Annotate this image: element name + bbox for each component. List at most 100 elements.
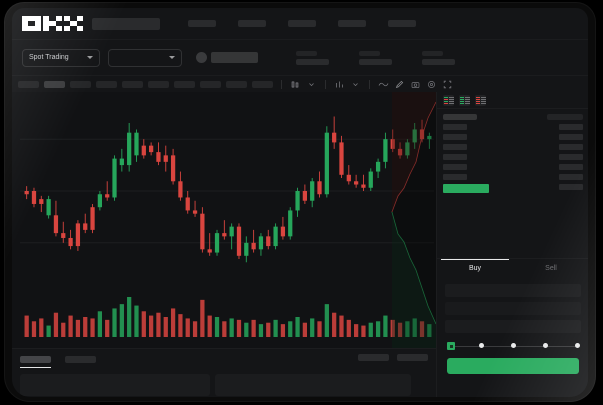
timeframe-button[interactable]: [174, 80, 195, 88]
orderbook-price: [443, 134, 467, 140]
mark-price-badge: [443, 184, 489, 193]
stat-last-price: [296, 50, 329, 65]
orderbook-size: [559, 154, 583, 160]
orderbook-mode-both-icon[interactable]: [443, 94, 454, 106]
nav-item-5[interactable]: [388, 20, 416, 27]
orderbook-size: [559, 174, 583, 180]
orderbook-header: [437, 92, 588, 109]
slider-stop-50[interactable]: [511, 343, 516, 348]
bottom-panel-right[interactable]: [215, 374, 411, 396]
global-search-input[interactable]: [92, 17, 160, 30]
slider-stop-75[interactable]: [543, 343, 548, 348]
orderbook-and-order-form: Buy Sell: [436, 92, 588, 397]
slider-stop-100[interactable]: [575, 343, 580, 348]
active-side-underline: [441, 259, 509, 260]
orderbook-col-amount: [547, 114, 583, 120]
nav-items: [188, 20, 416, 27]
nav-item-3[interactable]: [288, 20, 316, 27]
toolbar-divider: [369, 79, 370, 89]
orderbook-mode-bids-icon[interactable]: [459, 94, 470, 106]
orderbook-row[interactable]: [443, 154, 583, 160]
timeframe-button[interactable]: [96, 80, 117, 88]
orderbook-mark-price-row[interactable]: [443, 184, 583, 193]
timeframe-button[interactable]: [148, 80, 169, 88]
indicators-chevron-down-icon[interactable]: [350, 79, 361, 90]
orderbook-body[interactable]: [437, 109, 588, 254]
stat-label: [422, 50, 443, 56]
orderbook-size: [559, 124, 583, 130]
nav-item-4[interactable]: [338, 20, 366, 27]
tab-order-history[interactable]: [65, 356, 96, 363]
trading-mode-label: Spot Trading: [29, 54, 69, 61]
top-navigation-bar: [12, 8, 588, 39]
browser-screen: Spot Trading: [12, 8, 588, 397]
stat-label: [359, 50, 380, 56]
orderbook-col-price: [443, 114, 477, 120]
price-chart-panel[interactable]: [12, 92, 436, 348]
orderbook-row[interactable]: [443, 144, 583, 150]
stat-value: [359, 58, 392, 65]
snapshot-camera-icon[interactable]: [410, 79, 421, 90]
indicators-icon[interactable]: [334, 79, 345, 90]
candle-type-chevron-down-icon[interactable]: [306, 79, 317, 90]
orderbook-price: [443, 154, 467, 160]
timeframe-button[interactable]: [226, 80, 247, 88]
orderbook-price: [443, 174, 467, 180]
toolbar-divider: [325, 79, 326, 89]
orderbook-row[interactable]: [443, 124, 583, 130]
orderbook-row[interactable]: [443, 134, 583, 140]
compare-wave-icon[interactable]: [378, 79, 389, 90]
drawing-pencil-icon[interactable]: [394, 79, 405, 90]
orderbook-size: [559, 134, 583, 140]
active-tab-underline: [20, 367, 51, 368]
bottom-action-2[interactable]: [397, 354, 428, 361]
orderbook-size: [559, 184, 583, 190]
market-sub-header: Spot Trading: [12, 39, 588, 75]
timeframe-button[interactable]: [252, 80, 273, 88]
orderbook-row[interactable]: [443, 164, 583, 170]
timeframe-button[interactable]: [122, 80, 143, 88]
nav-item-1[interactable]: [188, 20, 216, 27]
orders-tab-row: [12, 349, 436, 368]
bottom-panel-left[interactable]: [20, 374, 210, 396]
order-amount-slider[interactable]: [447, 342, 580, 351]
order-form: [437, 278, 588, 374]
order-price-input[interactable]: [445, 284, 581, 297]
toolbar-divider: [281, 79, 282, 89]
orderbook-price: [443, 144, 467, 150]
slider-stop-25[interactable]: [479, 343, 484, 348]
candle-type-icon[interactable]: [290, 79, 301, 90]
stat-label: [296, 50, 317, 56]
fullscreen-icon[interactable]: [442, 79, 453, 90]
okx-logo[interactable]: [22, 16, 83, 31]
trading-pair-selector[interactable]: [108, 48, 182, 67]
orderbook-size: [559, 164, 583, 170]
orders-panel: [12, 348, 436, 397]
trading-mode-selector[interactable]: Spot Trading: [22, 48, 100, 67]
timeframe-button[interactable]: [70, 80, 91, 88]
tab-buy[interactable]: Buy: [468, 265, 482, 272]
tab-open-orders[interactable]: [20, 356, 51, 363]
timeframe-button[interactable]: [200, 80, 221, 88]
pair-name-label: [211, 52, 258, 63]
stat-24h-volume: [422, 50, 455, 65]
bottom-action-1[interactable]: [358, 354, 389, 361]
orderbook-price: [443, 124, 467, 130]
orderbook-mode-asks-icon[interactable]: [475, 94, 486, 106]
orders-content: [12, 366, 436, 396]
order-amount-input[interactable]: [445, 302, 581, 315]
chart-settings-gear-icon[interactable]: [426, 79, 437, 90]
nav-item-2[interactable]: [238, 20, 266, 27]
market-stats: [296, 50, 455, 65]
stat-value: [422, 58, 455, 65]
orderbook-size: [559, 144, 583, 150]
place-buy-order-button[interactable]: [447, 358, 579, 374]
timeframe-button[interactable]: [18, 80, 39, 88]
orderbook-row[interactable]: [443, 174, 583, 180]
timeframe-button-active[interactable]: [44, 80, 65, 88]
slider-handle[interactable]: [447, 342, 455, 350]
order-total-input[interactable]: [445, 320, 581, 333]
orders-actions: [358, 354, 428, 361]
tab-sell[interactable]: Sell: [545, 265, 557, 272]
